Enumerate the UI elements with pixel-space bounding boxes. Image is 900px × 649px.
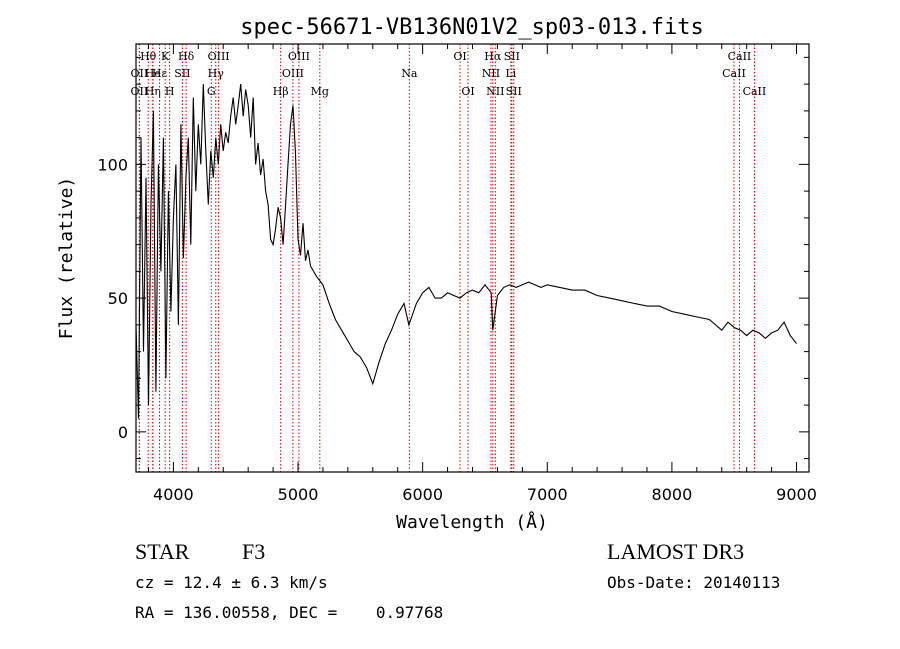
line-marker-label: CaII — [728, 50, 752, 63]
x-tick-label: 5000 — [278, 485, 319, 504]
line-marker-label: SII — [174, 67, 190, 80]
x-tick-label: 7000 — [527, 485, 568, 504]
object-class: STAR — [135, 539, 190, 564]
y-tick-label: 100 — [97, 155, 128, 174]
x-tick-label: 6000 — [402, 485, 443, 504]
object-subclass: F3 — [242, 539, 266, 564]
line-marker-label: Hη — [145, 85, 161, 98]
plot-frame — [135, 43, 810, 473]
x-tick-label: 8000 — [652, 485, 693, 504]
line-marker-label: CaII — [743, 85, 767, 98]
line-marker-label: SII — [504, 50, 520, 63]
line-marker-label: NII — [482, 67, 500, 80]
line-marker-label: Hθ — [140, 50, 157, 63]
x-tick-label: 9000 — [776, 485, 817, 504]
line-marker-label: OIII — [208, 50, 230, 63]
line-marker-label: Li — [505, 67, 516, 80]
chart-title: spec-56671-VB136N01V2_sp03-013.fits — [240, 15, 704, 40]
x-axis-title: Wavelength (Å) — [396, 511, 548, 533]
x-tick-label: 4000 — [153, 485, 194, 504]
line-marker-label: Hδ — [178, 50, 195, 63]
line-marker-label: Hβ — [273, 85, 289, 98]
survey-name: LAMOST DR3 — [607, 539, 745, 564]
line-marker-label: Hγ — [208, 67, 225, 80]
y-axis: 0 50 100 — [97, 56, 809, 460]
line-marker-label: OIII — [288, 50, 310, 63]
line-marker-label: G — [207, 85, 216, 98]
line-marker-label: OI — [461, 85, 474, 98]
line-marker-label: Mg — [311, 85, 329, 98]
line-marker-label: CaII — [722, 67, 746, 80]
line-marker-label: OIII — [282, 67, 304, 80]
line-marker-label: Hα — [484, 50, 502, 63]
line-marker-label: Na — [401, 67, 418, 80]
spectrum-series — [135, 84, 797, 419]
line-marker-label: Hε — [152, 67, 168, 80]
spectrum-line — [135, 84, 797, 419]
line-marker-label: H — [165, 85, 175, 98]
y-tick-label: 50 — [108, 289, 128, 308]
line-marker-label: SII — [506, 85, 522, 98]
ra-dec-coordinates: RA = 136.00558, DEC = 0.97768 — [135, 603, 444, 622]
line-marker-label: OI — [453, 50, 466, 63]
line-marker-label: OII — [131, 85, 149, 98]
y-axis-title: Flux (relative) — [56, 177, 77, 340]
line-marker-label: NII — [486, 85, 504, 98]
line-marker-label: K — [161, 50, 170, 63]
y-tick-label: 0 — [118, 423, 128, 442]
x-axis: 4000 5000 6000 7000 8000 9000 — [147, 44, 817, 504]
observation-date: Obs-Date: 20140113 — [607, 573, 781, 592]
redshift-cz: cz = 12.4 ± 6.3 km/s — [135, 573, 328, 592]
